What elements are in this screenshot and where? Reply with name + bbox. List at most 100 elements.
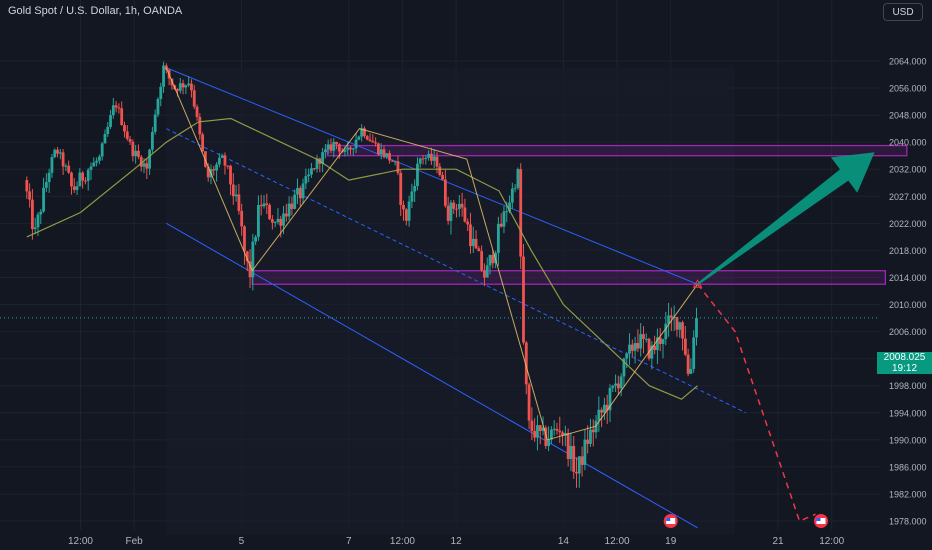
candle-body (156, 99, 160, 115)
price-axis-label: 2018.000 (889, 246, 927, 256)
candle-body (148, 149, 151, 169)
candle-body (335, 141, 338, 145)
candle-body (566, 433, 570, 460)
time-axis-label: 14 (558, 536, 570, 547)
candle-body (86, 169, 90, 181)
candle-body (628, 344, 631, 354)
candle-body (153, 114, 157, 132)
zigzag-line (165, 67, 699, 441)
candle-body (569, 445, 573, 460)
candle-body (39, 211, 43, 215)
event-flag-canton (816, 518, 821, 521)
candle-body (365, 136, 369, 140)
candle-body (460, 203, 464, 208)
overlays-layer (0, 67, 880, 528)
candle-body (111, 105, 115, 116)
target-arrow (697, 152, 875, 285)
time-axis-label: 7 (346, 536, 352, 547)
candle-body (382, 149, 386, 157)
candle-body (95, 160, 98, 163)
candle-body (675, 316, 679, 330)
candle-body (678, 322, 682, 330)
candle-body (215, 164, 218, 171)
candle-body (418, 158, 422, 164)
candle-body (81, 172, 85, 181)
candle-body (427, 153, 431, 158)
candle-body (323, 149, 327, 153)
candle-body (89, 166, 93, 170)
candle-body (28, 191, 32, 200)
candle-body (84, 180, 87, 182)
candle-body (164, 65, 168, 70)
candle-body (664, 323, 668, 340)
price-axis-label: 1978.000 (889, 517, 927, 527)
candle-body (544, 427, 548, 446)
candle-countdown: 19:12 (891, 363, 918, 374)
candle-body (123, 125, 126, 132)
candle-body (78, 172, 82, 187)
candle-body (298, 188, 302, 199)
candle-body (25, 180, 29, 192)
candle-body (290, 203, 294, 209)
candle-body (109, 115, 112, 127)
candle-body (178, 83, 182, 91)
candle-body (561, 432, 564, 436)
candle-body (187, 83, 191, 86)
candle-body (577, 456, 581, 474)
candle-body (516, 169, 520, 188)
candle-body (117, 107, 121, 109)
candle-body (633, 343, 637, 351)
candle-body (374, 142, 378, 144)
event-flag-canton (666, 518, 671, 521)
current-price-value: 2008.025 (883, 352, 926, 363)
candle-body (371, 141, 375, 143)
price-axis-label: 2010.000 (889, 300, 927, 310)
candle-body (502, 211, 506, 227)
channel-lower-line (166, 222, 698, 529)
candle-body (616, 383, 620, 389)
candle-body (625, 353, 629, 359)
candle-body (201, 134, 205, 152)
candle-body (134, 150, 138, 157)
candle-body (92, 162, 96, 167)
candle-body (103, 133, 107, 144)
time-axis-label: 19 (665, 536, 677, 547)
candle-body (131, 141, 135, 157)
candle-body (287, 203, 291, 217)
candles-layer (25, 61, 698, 488)
candle-body (276, 218, 280, 223)
candle-body (471, 238, 475, 247)
candle-body (243, 226, 246, 252)
candle-body (435, 156, 439, 167)
candle-body (36, 214, 40, 228)
candle-body (254, 236, 258, 242)
candle-body (681, 322, 684, 339)
candle-body (533, 431, 537, 438)
candle-body (639, 334, 643, 349)
candle-body (220, 155, 224, 158)
candle-body (240, 210, 244, 227)
price-axis-label: 2014.000 (889, 273, 927, 283)
candle-body (270, 219, 274, 223)
candle-body (217, 157, 221, 165)
candle-body (307, 174, 311, 177)
currency-button[interactable]: USD (883, 3, 923, 21)
candle-body (315, 158, 319, 169)
candle-body (368, 139, 372, 142)
candle-body (31, 199, 34, 230)
price-axis-label: 2006.000 (889, 327, 927, 337)
candle-body (231, 184, 235, 197)
candle-body (379, 149, 383, 155)
candle-body (226, 165, 230, 167)
candle-body (293, 194, 297, 209)
candle-body (354, 139, 358, 149)
time-axis-label: 12:00 (390, 536, 415, 547)
candle-body (410, 191, 414, 202)
candle-body (47, 172, 51, 183)
candle-body (669, 315, 673, 318)
candle-body (349, 147, 352, 150)
candle-body (162, 65, 165, 87)
candle-body (650, 345, 654, 359)
candle-body (396, 161, 400, 173)
